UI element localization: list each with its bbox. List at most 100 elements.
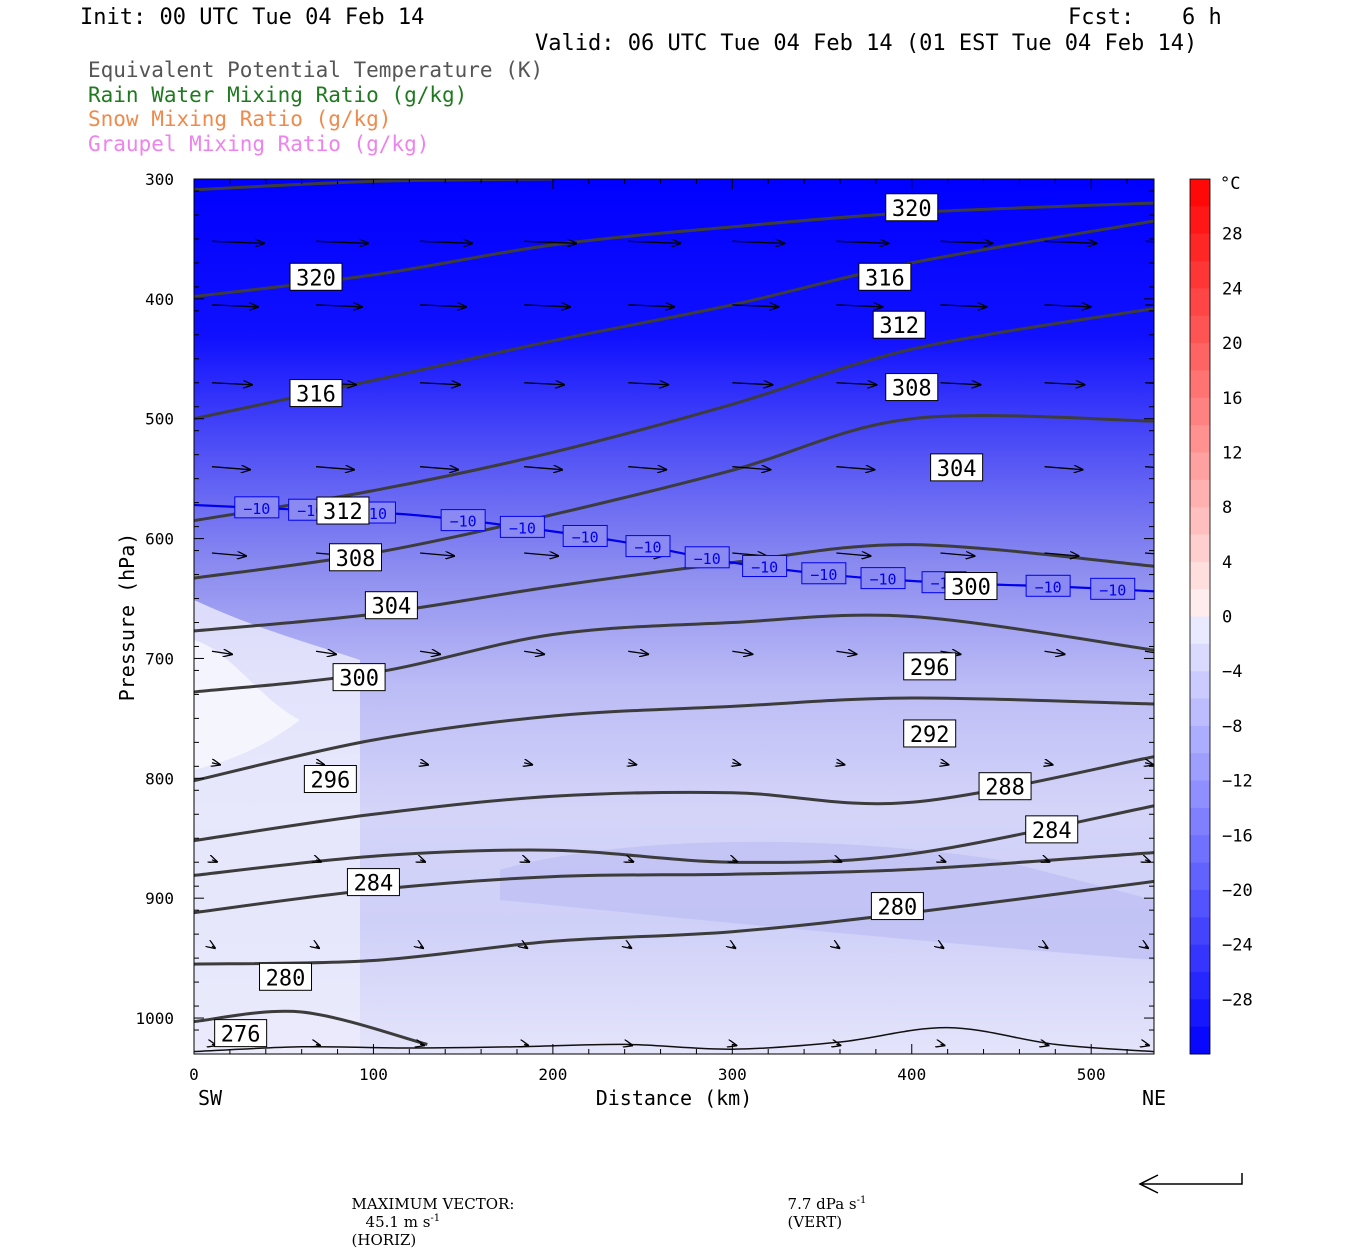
colorbar-tick-label: 20 xyxy=(1222,334,1242,354)
wind-vector xyxy=(211,651,232,654)
theta-e-label: 296 xyxy=(903,652,957,681)
theta-e-label: 320 xyxy=(885,193,939,222)
isotherm-label: −10 xyxy=(1090,577,1136,600)
colorbar-swatch xyxy=(1190,944,1210,973)
wind-vector xyxy=(628,383,668,385)
svg-text:308: 308 xyxy=(892,377,932,402)
wind-vector xyxy=(420,763,428,765)
valid-time: Valid: 06 UTC Tue 04 Feb 14 (01 EST Tue … xyxy=(535,31,1198,56)
x-axis-right-label: NE xyxy=(1142,1086,1166,1110)
wind-vector xyxy=(1044,383,1085,385)
colorbar-tick-label: 0 xyxy=(1222,608,1232,628)
svg-text:−10: −10 xyxy=(1099,581,1126,599)
wind-vector xyxy=(211,383,252,385)
wind-vector xyxy=(420,383,460,385)
wind-vector xyxy=(524,763,532,765)
svg-text:−10: −10 xyxy=(509,519,536,537)
wind-vector xyxy=(836,305,882,307)
colorbar-tick-label: −8 xyxy=(1222,717,1242,737)
colorbar-swatch xyxy=(1190,479,1210,508)
y-tick-label: 500 xyxy=(145,410,174,429)
colorbar-tick-label: −28 xyxy=(1222,990,1253,1010)
wind-vector xyxy=(524,241,576,243)
svg-text:276: 276 xyxy=(221,1023,261,1048)
svg-text:−10: −10 xyxy=(694,550,721,568)
theta-e-label: 280 xyxy=(259,962,313,991)
isotherm-label: −10 xyxy=(440,509,486,532)
wind-vector xyxy=(1144,304,1154,306)
svg-text:−10: −10 xyxy=(810,566,837,584)
colorbar-swatch xyxy=(1190,425,1210,453)
fcst-value: 6 h xyxy=(1182,5,1222,30)
colorbar-swatch xyxy=(1190,397,1210,426)
colorbar-swatch xyxy=(1190,452,1210,481)
wind-vector xyxy=(524,860,529,862)
colorbar-tick-label: −20 xyxy=(1222,881,1253,901)
svg-text:292: 292 xyxy=(910,723,950,748)
wind-vector xyxy=(211,553,246,556)
y-tick-label: 600 xyxy=(145,530,174,549)
colorbar-swatch xyxy=(1190,561,1210,590)
wind-vector xyxy=(836,241,888,243)
colorbar-swatch xyxy=(1190,698,1210,727)
wind-vector xyxy=(315,305,362,307)
svg-text:304: 304 xyxy=(937,457,977,482)
theta-e-label: 280 xyxy=(870,892,924,921)
x-axis-left-label: SW xyxy=(198,1086,223,1110)
wind-vector xyxy=(836,946,839,948)
svg-text:316: 316 xyxy=(865,266,905,291)
wind-vector xyxy=(836,860,841,862)
wind-vector xyxy=(836,467,874,470)
theta-e-contour-288 xyxy=(194,804,1154,877)
theta-e-label: 296 xyxy=(303,765,357,794)
theta-e-label: 308 xyxy=(328,543,382,572)
isotherm-label: −10 xyxy=(801,562,847,585)
wind-vector xyxy=(732,1044,736,1045)
theta-e-label: 312 xyxy=(316,496,370,525)
wind-vector xyxy=(836,383,876,385)
wind-vector xyxy=(1144,650,1154,654)
x-tick-label: 500 xyxy=(1077,1065,1106,1084)
wind-vector xyxy=(420,860,425,862)
svg-text:320: 320 xyxy=(892,197,932,222)
colorbar-tick-label: 24 xyxy=(1222,279,1242,299)
svg-text:308: 308 xyxy=(336,547,376,572)
footer-vert-vector: 7.7 dPa s-1 (VERT) xyxy=(778,1177,867,1231)
wind-vector xyxy=(732,763,740,765)
vert-unit: (VERT) xyxy=(787,1213,843,1231)
horiz-exponent: -1 xyxy=(430,1213,441,1224)
colorbar-tick-label: −12 xyxy=(1222,772,1253,792)
theta-e-label: 288 xyxy=(978,772,1032,801)
wind-vector xyxy=(1045,946,1048,948)
y-tick-label: 400 xyxy=(145,290,174,309)
colorbar-swatch xyxy=(1190,971,1210,1000)
colorbar-swatch xyxy=(1190,917,1210,946)
y-tick-label: 300 xyxy=(145,170,174,189)
vert-exponent: -1 xyxy=(856,1195,867,1206)
wind-vector xyxy=(212,860,217,862)
wind-vector xyxy=(211,467,250,470)
colorbar-swatch xyxy=(1190,507,1210,535)
wind-vector xyxy=(628,763,636,765)
theta-e-label: 304 xyxy=(364,591,418,620)
wind-vector xyxy=(940,383,980,385)
colorbar-swatch xyxy=(1190,1026,1210,1055)
colorbar-swatch xyxy=(1190,889,1210,918)
colorbar-tick-label: −24 xyxy=(1222,936,1253,956)
colorbar-swatch xyxy=(1190,643,1210,672)
max-vector-label: MAXIMUM VECTOR: xyxy=(351,1195,515,1213)
colorbar-swatch xyxy=(1190,753,1210,782)
wind-vector xyxy=(1145,860,1150,862)
wind-vector xyxy=(940,763,948,765)
colorbar-swatch xyxy=(1190,807,1210,836)
wind-vector xyxy=(628,651,648,654)
wind-vector xyxy=(1044,305,1091,307)
svg-text:296: 296 xyxy=(910,656,950,681)
cross-section-chart: −10 −10 −10 −10 −10−10−10−10 −10 −10 −10 −10 −10−… xyxy=(115,170,1253,1194)
wind-vector xyxy=(732,946,735,948)
wind-vector xyxy=(1044,241,1097,243)
wind-vector xyxy=(732,305,778,307)
svg-text:−10: −10 xyxy=(634,539,661,557)
vert-value: 7.7 dPa s xyxy=(787,1195,857,1213)
wind-vector xyxy=(940,1044,944,1045)
